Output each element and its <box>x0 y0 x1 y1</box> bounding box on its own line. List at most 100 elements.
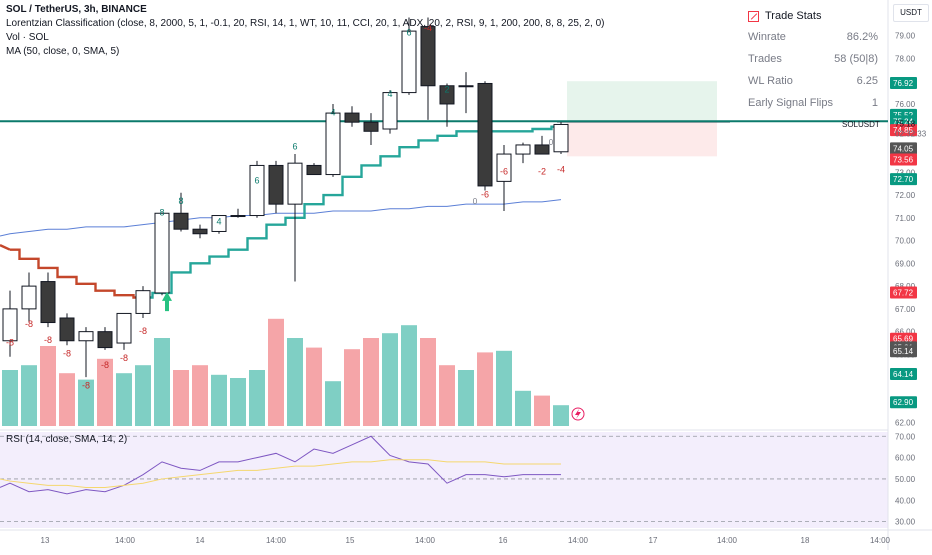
currency-button[interactable]: USDT <box>893 4 929 22</box>
price-tag-label: 74.85 <box>893 126 914 135</box>
candle <box>230 208 246 218</box>
time-tick-label: 15 <box>346 536 355 545</box>
prediction-label: -8 <box>6 337 14 347</box>
volume-bar <box>135 365 151 426</box>
candle-body <box>230 215 246 218</box>
candle-body <box>306 164 322 176</box>
rsi-tick-label: 70.00 <box>895 432 916 441</box>
price-tag <box>890 153 917 166</box>
volume-bar <box>477 352 493 426</box>
time-tick-label: 14 <box>196 536 205 545</box>
stats-value: 58 (50|8) <box>834 53 878 65</box>
candle-body <box>287 162 303 205</box>
prediction-label: -6 <box>481 189 489 199</box>
indicator-volume[interactable]: Vol · SOL <box>6 32 49 43</box>
time-tick-label: 14:00 <box>415 536 436 545</box>
time-tick-label: 14:00 <box>870 536 891 545</box>
candle-body <box>2 308 18 342</box>
volume-bar <box>325 381 341 426</box>
prediction-label: -8 <box>82 381 90 391</box>
rsi-line <box>0 435 561 495</box>
stats-value: 86.2% <box>846 31 878 43</box>
price-tag-label: 62.90 <box>893 398 914 407</box>
candle-body <box>173 212 189 230</box>
prediction-label: -8 <box>44 335 52 345</box>
candle <box>306 163 322 176</box>
volume-bar <box>116 373 132 426</box>
prediction-label: 6 <box>406 28 411 38</box>
candle <box>2 290 18 357</box>
candle <box>135 286 151 318</box>
prediction-label: 4 <box>387 89 392 99</box>
kernel-line-segment <box>333 175 352 197</box>
candle <box>553 122 569 155</box>
volume-bar <box>439 365 455 426</box>
kernel-line-segment <box>523 127 542 133</box>
indicator-rsi[interactable]: RSI (14, close, SMA, 14, 2) <box>6 434 128 445</box>
candle <box>21 272 37 323</box>
rsi-tick-label: 50.00 <box>895 475 916 484</box>
kernel-line-segment <box>314 193 333 206</box>
rsi-tick-label: 40.00 <box>895 496 916 505</box>
volume-bar <box>382 333 398 426</box>
volume-bar <box>154 338 170 426</box>
price-tick-label: 71.00 <box>895 214 916 223</box>
candle-body <box>496 153 512 182</box>
kernel-line-segment <box>67 275 86 286</box>
symbol-title: SOL / TetherUS, 3h, BINANCE <box>6 4 147 15</box>
candle-body <box>325 112 341 176</box>
prediction-label: 8 <box>178 196 183 206</box>
time-tick-label: 14:00 <box>115 536 136 545</box>
candle <box>97 327 113 350</box>
trade-stats-panel: Trade Stats Winrate 86.2% Trades 58 (50|8)… <box>748 6 878 114</box>
volume-bar <box>306 347 322 426</box>
price-tag-label: 67.72 <box>893 288 914 297</box>
candle <box>534 135 550 155</box>
current-price-label: 75.18 <box>895 120 916 129</box>
price-tick-label: 69.00 <box>895 259 916 268</box>
prediction-label: -4 <box>424 23 432 33</box>
price-tag-label: 75.24 <box>893 117 914 126</box>
candle-body <box>458 85 474 88</box>
candle <box>116 312 132 350</box>
rsi-tick-label: 30.00 <box>895 518 916 527</box>
volume-bar <box>420 338 436 426</box>
time-tick-label: 14:00 <box>266 536 287 545</box>
price-tag-label: 76.92 <box>893 79 914 88</box>
candle <box>439 83 455 127</box>
price-tick-label: 72.00 <box>895 191 916 200</box>
volume-bar <box>97 358 113 426</box>
indicator-lorentzian[interactable]: Lorentzian Classification (close, 8, 200… <box>6 18 605 29</box>
trade-stats-title: Trade Stats <box>765 10 822 22</box>
kernel-line-segment <box>86 282 105 292</box>
kernel-line-segment <box>390 146 409 158</box>
volume-bar <box>2 370 18 426</box>
profit-zone <box>567 81 717 123</box>
candle <box>154 212 170 296</box>
kernel-line-segment <box>447 130 466 138</box>
volume-bar <box>534 395 550 426</box>
stats-row: Trades 58 (50|8) <box>748 48 878 70</box>
stats-label: WL Ratio <box>748 75 793 87</box>
price-tag-label: 65.14 <box>893 347 914 356</box>
price-tick-label: 78.00 <box>895 54 916 63</box>
indicator-ma[interactable]: MA (50, close, 0, SMA, 5) <box>6 46 120 57</box>
volume-bar <box>173 370 189 426</box>
price-tag-label: 64.14 <box>893 370 914 379</box>
volume-bar <box>192 365 208 426</box>
buy-signal-arrow <box>162 291 172 312</box>
candle <box>268 160 284 214</box>
candle-body <box>78 331 94 342</box>
price-tag <box>890 124 917 137</box>
price-tick-label: 62.00 <box>895 419 916 428</box>
volume-bar <box>211 374 227 426</box>
volume-bar <box>59 373 75 426</box>
candle <box>211 215 227 234</box>
candle <box>78 327 94 378</box>
price-tag-label: 73.56 <box>893 156 914 165</box>
candle <box>173 192 189 232</box>
kernel-line-segment <box>352 164 371 179</box>
candle-body <box>21 285 37 310</box>
